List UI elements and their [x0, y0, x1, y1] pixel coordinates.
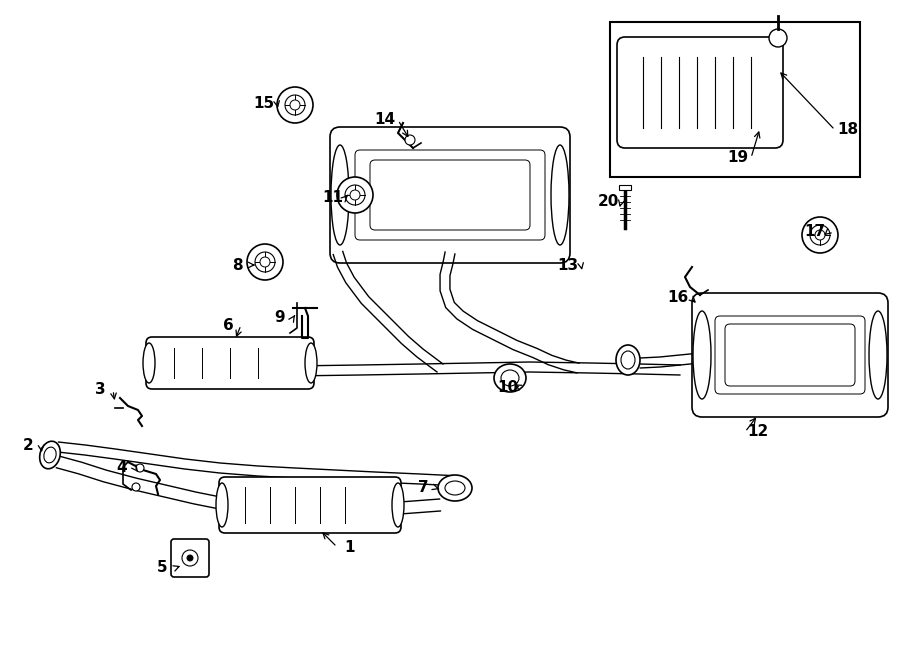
Circle shape: [802, 217, 838, 253]
FancyBboxPatch shape: [146, 337, 314, 389]
Ellipse shape: [551, 145, 569, 245]
Text: 20: 20: [598, 194, 618, 210]
Ellipse shape: [616, 345, 640, 375]
Bar: [610, 22, 860, 177]
Circle shape: [810, 225, 830, 245]
Circle shape: [260, 257, 270, 267]
Circle shape: [405, 135, 415, 145]
Ellipse shape: [143, 343, 155, 383]
Circle shape: [277, 87, 313, 123]
Text: 19: 19: [727, 151, 749, 165]
Ellipse shape: [305, 343, 317, 383]
Ellipse shape: [445, 481, 465, 495]
Text: 4: 4: [117, 461, 127, 475]
Text: 12: 12: [747, 424, 769, 440]
FancyBboxPatch shape: [219, 477, 401, 533]
Ellipse shape: [438, 475, 472, 501]
FancyBboxPatch shape: [370, 160, 530, 230]
Circle shape: [187, 555, 193, 561]
FancyBboxPatch shape: [355, 150, 545, 240]
Ellipse shape: [494, 364, 526, 392]
Ellipse shape: [44, 447, 56, 463]
FancyBboxPatch shape: [692, 293, 888, 417]
Text: 2: 2: [22, 438, 33, 453]
Text: 13: 13: [557, 258, 579, 272]
Circle shape: [247, 244, 283, 280]
Text: 14: 14: [374, 112, 396, 128]
Text: 11: 11: [322, 190, 344, 204]
Ellipse shape: [331, 145, 349, 245]
Circle shape: [290, 100, 300, 110]
Circle shape: [182, 550, 198, 566]
Ellipse shape: [693, 311, 711, 399]
Text: 7: 7: [418, 481, 428, 496]
FancyBboxPatch shape: [715, 316, 865, 394]
Text: 17: 17: [805, 225, 825, 239]
Ellipse shape: [40, 442, 60, 469]
Circle shape: [350, 190, 360, 200]
Ellipse shape: [392, 483, 404, 527]
FancyBboxPatch shape: [330, 127, 570, 263]
FancyBboxPatch shape: [171, 539, 209, 577]
Text: 6: 6: [222, 317, 233, 332]
Text: 18: 18: [837, 122, 859, 137]
Text: 9: 9: [274, 311, 285, 325]
Ellipse shape: [869, 311, 887, 399]
Circle shape: [255, 252, 275, 272]
Circle shape: [345, 185, 365, 205]
Circle shape: [337, 177, 373, 213]
Circle shape: [285, 95, 305, 115]
Text: 5: 5: [157, 561, 167, 576]
FancyBboxPatch shape: [617, 37, 783, 148]
Circle shape: [136, 464, 144, 472]
Circle shape: [132, 483, 140, 491]
FancyBboxPatch shape: [725, 324, 855, 386]
Text: 15: 15: [254, 95, 274, 110]
Ellipse shape: [621, 351, 635, 369]
Text: 1: 1: [345, 539, 356, 555]
Circle shape: [815, 230, 825, 240]
Text: 16: 16: [668, 290, 688, 305]
Ellipse shape: [216, 483, 228, 527]
Circle shape: [769, 29, 787, 47]
FancyBboxPatch shape: [619, 185, 631, 190]
Text: 10: 10: [498, 381, 518, 395]
Ellipse shape: [501, 370, 519, 386]
Text: 8: 8: [231, 258, 242, 272]
Text: 3: 3: [94, 383, 105, 397]
